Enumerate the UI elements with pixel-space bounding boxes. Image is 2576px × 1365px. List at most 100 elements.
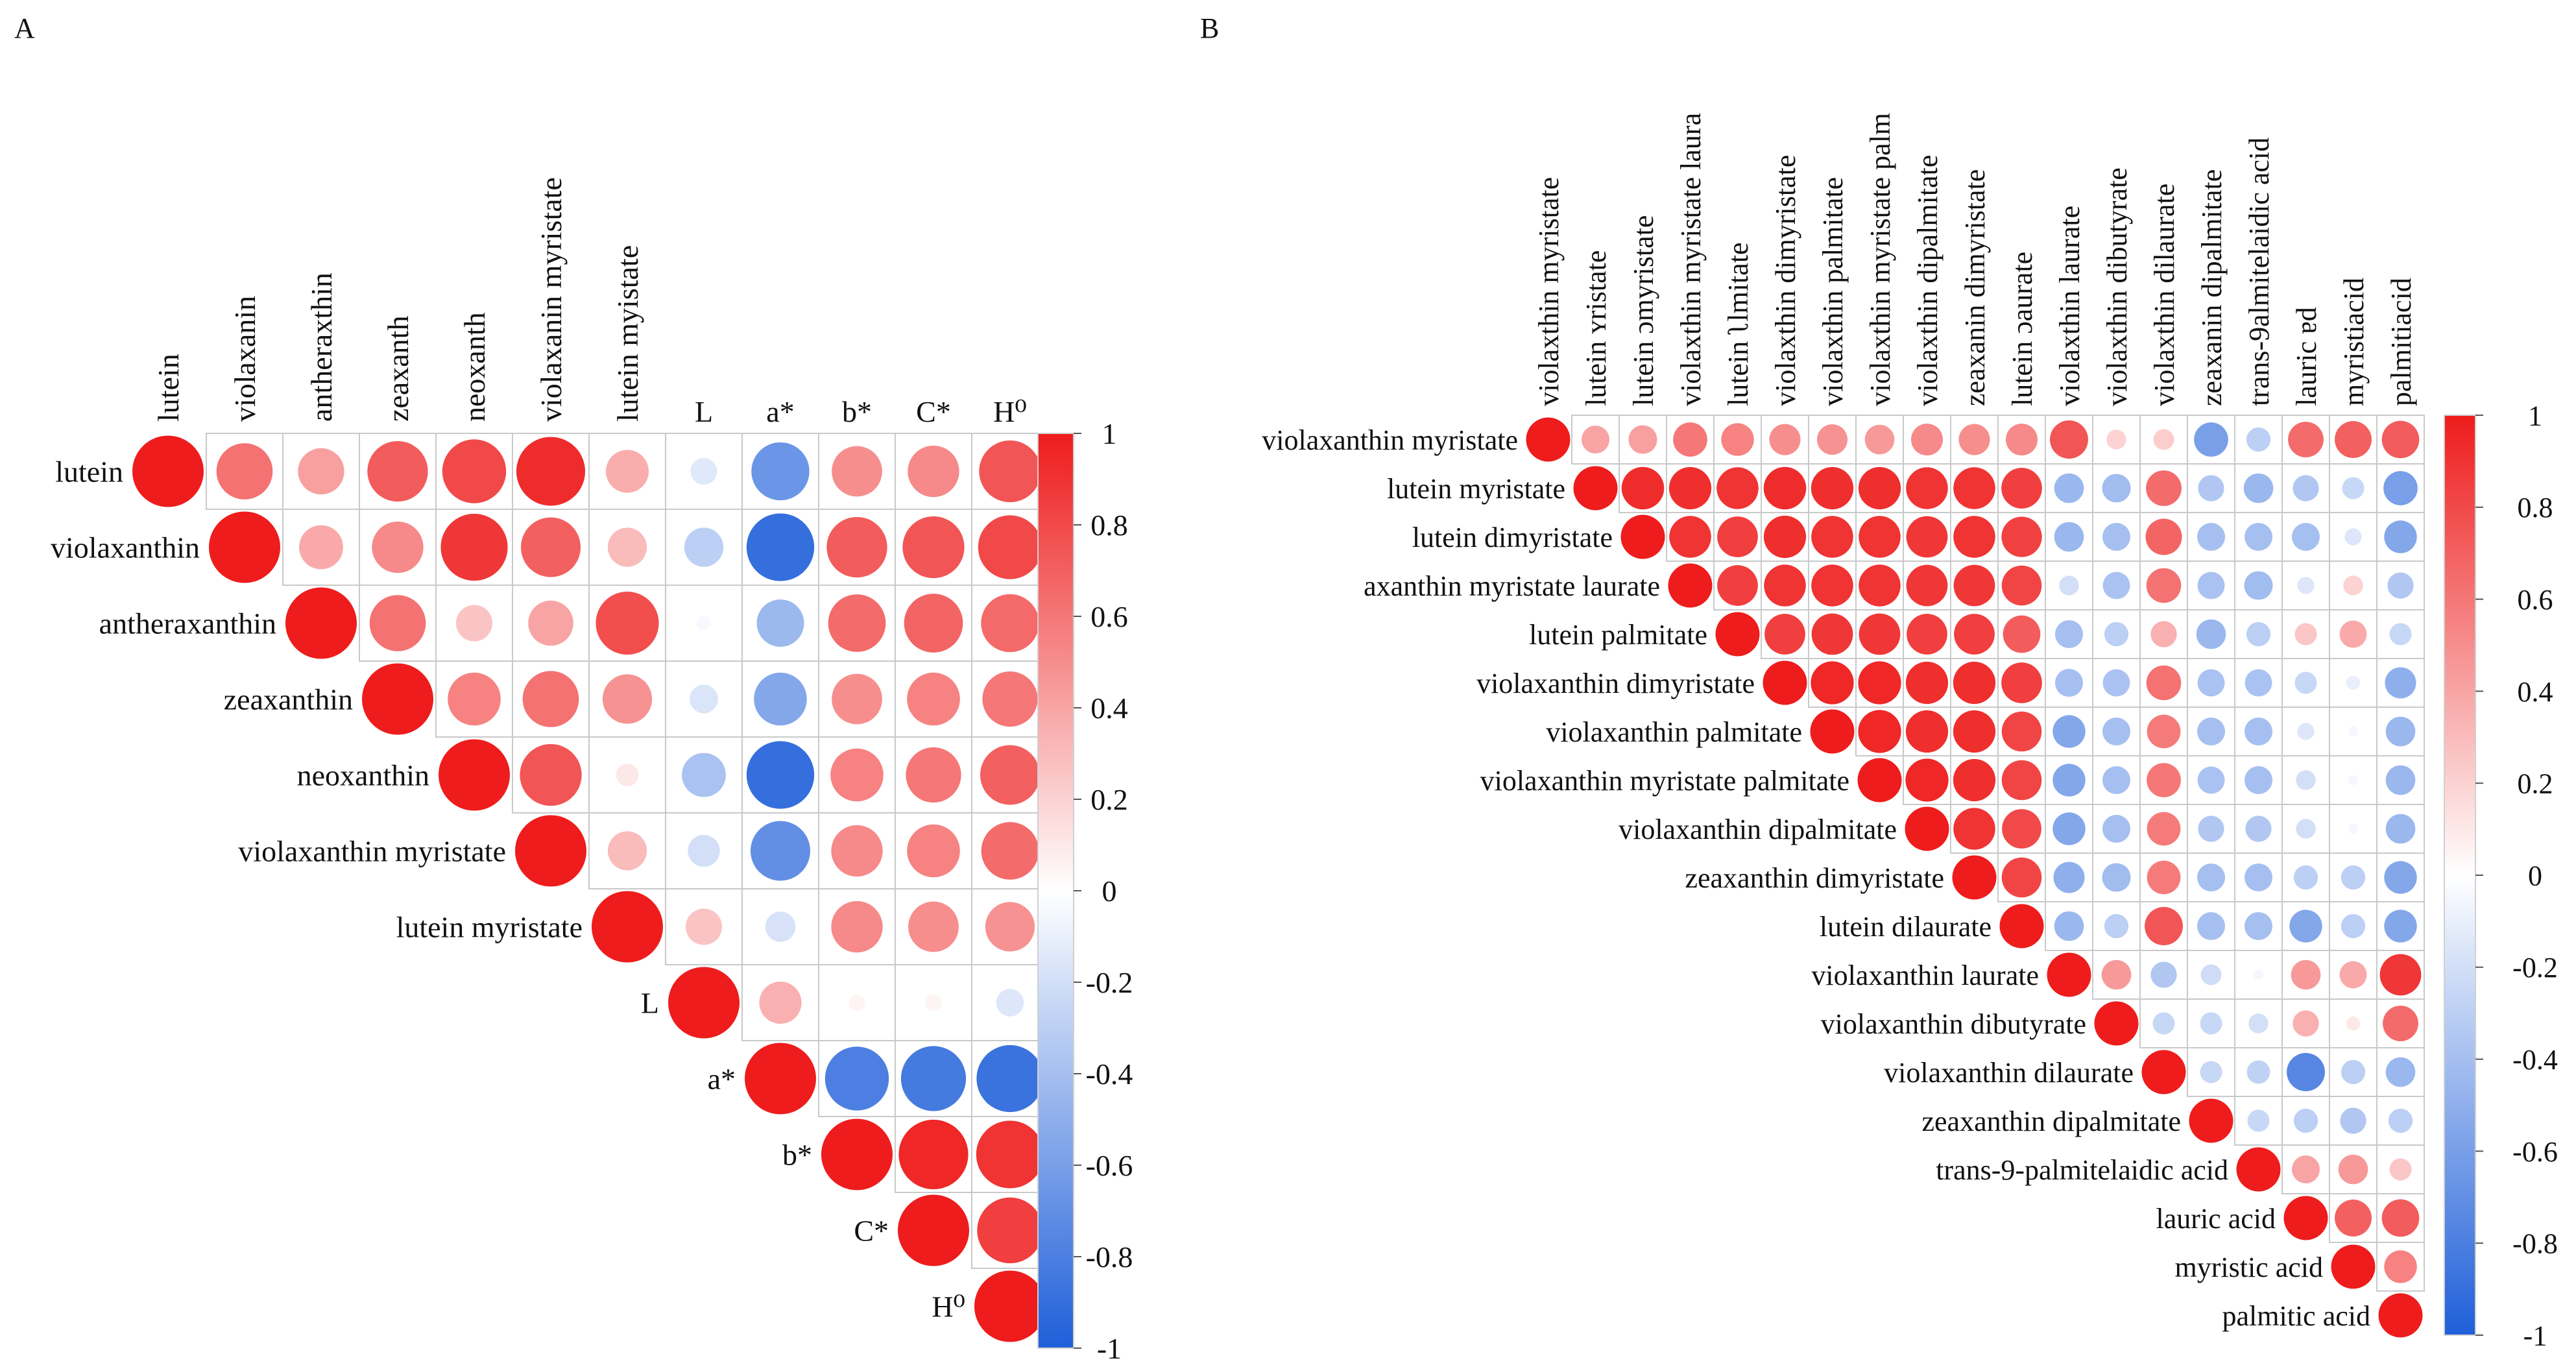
correlation-circle xyxy=(1581,425,1610,454)
correlation-circle xyxy=(1859,613,1901,655)
colorbar-tick-label: 0 xyxy=(1102,875,1117,908)
correlation-circle xyxy=(925,995,942,1011)
correlation-circle xyxy=(898,1119,969,1190)
correlation-circle xyxy=(1810,709,1855,754)
correlation-circle xyxy=(2104,913,2129,939)
correlation-circle xyxy=(1764,564,1806,607)
correlation-circle xyxy=(907,824,960,878)
column-label: b* xyxy=(842,395,872,428)
column-label: zeaxanin dimyristate xyxy=(1959,169,1991,406)
correlation-circle xyxy=(528,600,573,646)
correlation-circle xyxy=(1858,661,1901,705)
correlation-circle xyxy=(2289,910,2322,943)
correlation-circle xyxy=(745,1043,816,1115)
correlation-circle xyxy=(759,981,802,1024)
column-label: L xyxy=(695,395,713,428)
correlation-circle xyxy=(1953,564,1995,607)
correlation-circle xyxy=(2001,516,2042,557)
correlation-circle xyxy=(2244,571,2273,600)
colorbar xyxy=(1037,433,1074,1349)
correlation-circle xyxy=(2341,865,2366,890)
colorbar-tick-label: 0 xyxy=(2528,860,2542,891)
correlation-circle xyxy=(2001,760,2042,801)
correlation-circle xyxy=(2385,1057,2416,1087)
correlation-circle xyxy=(750,821,811,881)
correlation-circle xyxy=(209,511,280,583)
correlation-circle xyxy=(2341,913,2366,939)
column-label: violaxthin palmitate xyxy=(1817,177,1849,406)
correlation-circle xyxy=(520,743,582,806)
correlation-circle xyxy=(2331,1244,2376,1289)
correlation-circle xyxy=(2145,518,2182,555)
correlation-circle xyxy=(831,825,883,877)
correlation-circle xyxy=(1763,660,1807,705)
row-label: lutein palmitate xyxy=(1529,619,1707,651)
correlation-circle xyxy=(515,815,586,887)
correlation-circle xyxy=(2346,675,2361,690)
correlation-circle xyxy=(2388,1108,2413,1133)
row-label: violaxanthin dilaurate xyxy=(1884,1057,2134,1089)
correlation-circle xyxy=(2297,577,2315,594)
row-label: lutein myristate xyxy=(396,911,583,944)
correlation-circle xyxy=(2245,815,2272,842)
correlation-circle xyxy=(1910,423,1944,456)
correlation-circle xyxy=(2150,961,2177,988)
correlation-circle xyxy=(1811,613,1853,655)
correlation-circle xyxy=(2381,420,2420,459)
correlation-circle xyxy=(2197,766,2225,794)
correlation-circle xyxy=(2002,809,2041,849)
column-label: trans-9almitelaidic acid xyxy=(2243,138,2275,406)
correlation-circle xyxy=(2147,812,2181,846)
correlation-circle xyxy=(2146,665,2182,701)
column-label: lutein myistate xyxy=(611,245,644,422)
correlation-circle xyxy=(849,995,865,1011)
correlation-circle xyxy=(2379,954,2422,996)
correlation-circle xyxy=(832,446,882,497)
correlation-circle xyxy=(2005,423,2038,456)
correlation-circle xyxy=(2342,477,2365,500)
correlation-circle xyxy=(2102,814,2131,843)
colorbar-tick-label: 0.2 xyxy=(1090,783,1128,816)
correlation-circle xyxy=(688,834,720,867)
correlation-circle xyxy=(2381,1199,2420,1237)
correlation-circle xyxy=(2198,815,2224,842)
correlation-circle xyxy=(2200,964,2222,985)
correlation-circle xyxy=(1859,516,1901,558)
column-label: C* xyxy=(916,395,951,428)
correlation-circle xyxy=(2253,969,2264,980)
column-label: zeaxanin dipalmitate xyxy=(2196,169,2228,406)
correlation-circle xyxy=(2341,1059,2366,1085)
correlation-circle xyxy=(516,437,586,506)
row-label: lutein xyxy=(55,455,123,489)
correlation-circle xyxy=(2389,1158,2412,1181)
correlation-circle xyxy=(2196,619,2226,649)
correlation-circle xyxy=(2294,671,2317,694)
row-label: lutein dimyristate xyxy=(1412,522,1613,553)
column-label: lauric ɐd xyxy=(2291,307,2322,406)
correlation-circle xyxy=(2054,911,2084,941)
correlation-circle xyxy=(1715,612,1760,657)
correlation-circle xyxy=(1668,466,1712,510)
correlation-circle xyxy=(1905,758,1949,802)
correlation-circle xyxy=(2197,669,2225,697)
correlation-circle xyxy=(1858,710,1901,753)
correlation-circle xyxy=(2384,1250,2417,1283)
correlation-circle xyxy=(2344,528,2362,546)
correlation-circle xyxy=(2102,474,2131,503)
column-label: zeaxanth xyxy=(381,316,415,422)
correlation-circle xyxy=(448,672,501,726)
column-label: violaxthin myristate xyxy=(1533,177,1565,406)
correlation-circle xyxy=(2296,770,2316,790)
colorbar-tick-label: -0.8 xyxy=(2512,1228,2558,1260)
correlation-circle xyxy=(2244,766,2273,795)
row-label: zeaxanthin xyxy=(224,683,353,716)
correlation-circle xyxy=(982,671,1038,727)
correlation-circle xyxy=(1905,661,1949,705)
colorbar-tick-label: -0.2 xyxy=(2512,952,2558,984)
correlation-circle xyxy=(2147,714,2181,749)
correlation-circle xyxy=(2053,862,2085,893)
row-label: lutein dilaurate xyxy=(1820,911,1992,943)
correlation-circle xyxy=(2283,1196,2328,1240)
colorbar-tick-label: -1 xyxy=(1097,1332,1122,1365)
correlation-circle xyxy=(607,831,647,871)
